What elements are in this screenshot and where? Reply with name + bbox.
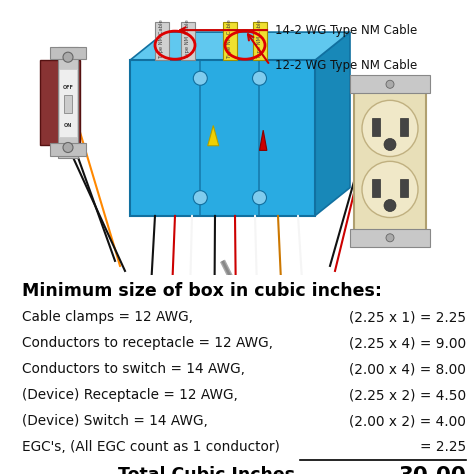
Bar [40,60,80,146]
Text: Cable clamps = 12 AWG,: Cable clamps = 12 AWG, [22,310,193,324]
Text: (2.00 x 2) = 4.00: (2.00 x 2) = 4.00 [349,414,466,428]
Bar [50,144,86,155]
Bar [64,95,72,113]
Bar [50,47,86,59]
Bar [223,22,237,60]
Circle shape [193,191,207,205]
Text: (Device) Switch = 14 AWG,: (Device) Switch = 14 AWG, [22,414,208,428]
Circle shape [193,71,207,85]
Bar [350,75,430,93]
Text: OFF: OFF [63,85,73,90]
Circle shape [253,71,266,85]
Text: Type NM Cable: Type NM Cable [257,19,263,58]
Bar [354,80,426,241]
Polygon shape [130,60,315,216]
Bar [181,22,195,60]
Text: (2.00 x 4) = 8.00: (2.00 x 4) = 8.00 [349,362,466,376]
Text: (Device) Receptacle = 12 AWG,: (Device) Receptacle = 12 AWG, [22,388,238,402]
Text: 12-2 WG Type NM Cable: 12-2 WG Type NM Cable [275,59,417,72]
Text: (2.25 x 2) = 4.50: (2.25 x 2) = 4.50 [349,388,466,402]
Circle shape [362,161,418,218]
Circle shape [63,143,73,153]
Polygon shape [208,126,219,146]
Polygon shape [315,32,350,216]
Text: Minimum size of box in cubic inches:: Minimum size of box in cubic inches: [22,282,382,300]
Bar [400,179,408,198]
Text: = 2.25: = 2.25 [420,440,466,454]
Bar [59,69,77,137]
Bar [372,179,380,198]
Polygon shape [259,130,267,150]
Circle shape [386,234,394,242]
Text: Total Cubic Inches: Total Cubic Inches [118,466,295,474]
Text: Type NM Cable: Type NM Cable [228,19,233,58]
Text: (2.25 x 1) = 2.25: (2.25 x 1) = 2.25 [349,310,466,324]
Bar [350,229,430,247]
Circle shape [63,52,73,62]
Text: ON: ON [64,123,72,128]
Circle shape [253,191,266,205]
Text: Type NM Cable: Type NM Cable [185,19,191,58]
Text: Conductors to receptacle = 12 AWG,: Conductors to receptacle = 12 AWG, [22,336,273,350]
Bar [372,118,380,137]
Text: EGC's, (All EGC count as 1 conductor): EGC's, (All EGC count as 1 conductor) [22,440,280,454]
Bar [155,22,169,60]
Circle shape [362,100,418,156]
Circle shape [384,138,396,151]
Bar [253,22,267,60]
Text: Conductors to switch = 14 AWG,: Conductors to switch = 14 AWG, [22,362,245,376]
Text: 14-2 WG Type NM Cable: 14-2 WG Type NM Cable [275,24,417,36]
Text: (2.25 x 4) = 9.00: (2.25 x 4) = 9.00 [349,336,466,350]
Bar [400,118,408,137]
Text: Type NM Cable: Type NM Cable [159,19,164,58]
Circle shape [384,200,396,211]
Bar [58,47,78,157]
Polygon shape [130,32,350,60]
Circle shape [386,80,394,88]
Text: 30.00: 30.00 [399,466,466,474]
